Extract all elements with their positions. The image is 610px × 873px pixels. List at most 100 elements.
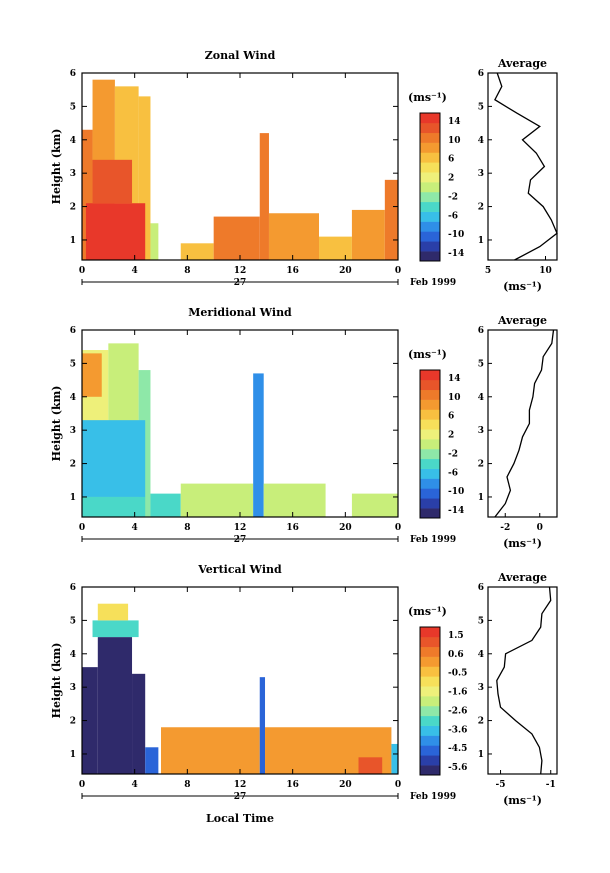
heatmap-cell	[82, 129, 93, 260]
heatmap-cell	[97, 637, 133, 774]
x-tick-label: 8	[184, 780, 190, 790]
heatmap-cell	[82, 353, 102, 397]
colorbar-swatch	[420, 221, 440, 232]
x-tick-label: 20	[339, 266, 352, 276]
heatmap-cells	[82, 79, 398, 260]
x-tick-label: 16	[286, 523, 299, 533]
heatmap-cell	[82, 496, 146, 517]
colorbar-frame	[419, 112, 441, 262]
colorbar-swatch	[420, 646, 440, 657]
heatmap-cells	[82, 343, 398, 517]
day-label: 27	[234, 792, 247, 802]
colorbar-tick-label: -10	[448, 487, 464, 497]
colorbar-frame	[419, 626, 441, 776]
colorbar-swatch	[420, 676, 440, 687]
heatmap-cell	[351, 493, 398, 517]
average-frame	[487, 586, 558, 775]
heatmap-cell	[132, 673, 146, 774]
colorbar-swatch	[420, 191, 440, 203]
average-frame	[487, 72, 558, 261]
colorbar-swatch	[420, 725, 440, 736]
x-tick-label: 0	[395, 523, 401, 533]
colorbar-tick-label: -5.6	[448, 763, 467, 773]
colorbar-tick-label: -2.6	[448, 706, 467, 716]
heatmap-cells	[82, 603, 398, 774]
avg-x-tick-label: -2	[500, 523, 510, 533]
colorbar-swatch	[420, 705, 440, 717]
y-tick-label: 2	[70, 460, 76, 470]
y-tick-label: 5	[70, 616, 76, 626]
y-tick-label: 6	[70, 583, 76, 593]
heatmap-cell	[351, 209, 385, 260]
avg-unit-label: (ms⁻¹)	[503, 280, 542, 293]
panel-title: Meridional Wind	[188, 306, 292, 319]
colorbar-swatch	[420, 409, 440, 420]
colorbar-swatch	[420, 696, 440, 707]
colorbar-swatch	[420, 241, 440, 252]
average-title: Average	[497, 57, 547, 70]
heatmap-cell	[150, 493, 181, 517]
y-tick-label: 4	[70, 650, 76, 660]
average-profile-line	[494, 72, 558, 261]
x-tick-label: 12	[234, 523, 247, 533]
colorbar-swatch	[420, 468, 440, 479]
colorbar-unit: (ms⁻¹)	[408, 91, 447, 104]
x-tick-label: 16	[286, 266, 299, 276]
avg-y-tick-label: 6	[478, 69, 484, 79]
colorbar-swatch	[420, 458, 440, 469]
avg-x-tick-label: 5	[485, 266, 491, 276]
average-title: Average	[497, 571, 547, 584]
y-tick-label: 3	[70, 683, 76, 693]
heatmap-cell	[319, 236, 352, 260]
average-title: Average	[497, 314, 547, 327]
colorbar-swatch	[420, 251, 440, 262]
avg-y-tick-label: 3	[478, 426, 484, 436]
avg-x-tick-label: 10	[539, 266, 552, 276]
avg-unit-label: (ms⁻¹)	[503, 537, 542, 550]
avg-y-tick-label: 4	[478, 393, 484, 403]
heatmap-cell	[384, 179, 398, 260]
average-profile-line	[496, 586, 552, 775]
y-tick-label: 1	[70, 750, 76, 760]
colorbar-swatch	[420, 142, 440, 153]
x-tick-label: 20	[339, 523, 352, 533]
colorbar-swatch	[420, 755, 440, 766]
colorbar-swatch	[420, 211, 440, 222]
y-tick-label: 6	[70, 326, 76, 336]
day-label: 27	[234, 535, 247, 545]
y-tick-label: 1	[70, 493, 76, 503]
colorbar-swatch	[420, 666, 440, 677]
colorbar-tick-label: 6	[448, 155, 454, 165]
avg-y-tick-label: 6	[478, 583, 484, 593]
colorbar-swatch	[420, 429, 440, 440]
y-tick-label: 4	[70, 136, 76, 146]
colorbar-tick-label: 2	[448, 431, 454, 441]
colorbar-swatch	[420, 627, 440, 638]
heatmap-cell	[161, 727, 260, 774]
day-label: 27	[234, 278, 247, 288]
avg-y-tick-label: 2	[478, 203, 484, 213]
x-tick-label: 0	[79, 523, 85, 533]
colorbar-swatch	[420, 478, 440, 489]
colorbar-tick-label: -14	[448, 249, 464, 259]
colorbar-tick-label: 2	[448, 174, 454, 184]
y-tick-label: 1	[70, 236, 76, 246]
x-tick-label: 8	[184, 266, 190, 276]
colorbar-tick-label: 0.6	[448, 650, 464, 660]
heatmap-cell	[85, 203, 146, 260]
colorbar-swatch	[420, 745, 440, 756]
x-tick-label: 0	[79, 266, 85, 276]
x-axis-label: Local Time	[206, 812, 274, 825]
heatmap-cell	[138, 96, 151, 260]
heatmap-cell	[263, 483, 326, 517]
y-tick-label: 4	[70, 393, 76, 403]
heatmap-cell	[92, 620, 139, 638]
y-tick-label: 6	[70, 69, 76, 79]
colorbar-unit: (ms⁻¹)	[408, 348, 447, 361]
colorbar-swatch	[420, 122, 440, 134]
x-tick-label: 4	[132, 266, 138, 276]
average-frame	[487, 329, 558, 518]
avg-y-tick-label: 1	[478, 236, 484, 246]
